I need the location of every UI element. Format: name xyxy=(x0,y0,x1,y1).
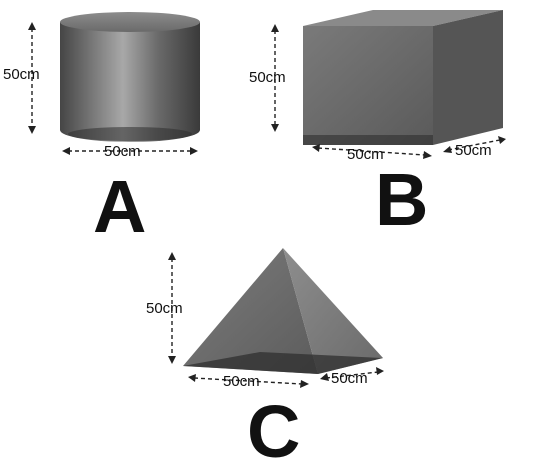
cube-height-label: 50cm xyxy=(249,69,286,86)
shape-b-cube: 50cm 50cm 50cm B xyxy=(249,10,506,243)
pyramid-depth-arrow xyxy=(320,367,384,381)
cylinder-height-arrow xyxy=(28,22,36,134)
cube-depth-arrow xyxy=(443,136,506,153)
cube-top-face xyxy=(303,10,503,26)
shape-a-cylinder: 50cm 50cm A xyxy=(3,12,200,250)
pyramid-side-face xyxy=(283,248,383,374)
cylinder-base-shadow xyxy=(68,127,192,141)
pyramid-width-label: 50cm xyxy=(223,373,260,390)
cube-side-face xyxy=(433,10,503,145)
cylinder-body xyxy=(60,22,200,142)
cylinder-top xyxy=(60,12,200,32)
cube-width-arrow xyxy=(312,144,432,159)
cube-base-shadow xyxy=(303,135,433,145)
cube-height-arrow xyxy=(271,24,279,132)
shape-b-letter: B xyxy=(375,158,428,241)
pyramid-front-face xyxy=(183,248,318,374)
pyramid-depth-label: 50cm xyxy=(331,370,368,387)
shape-a-letter: A xyxy=(93,165,146,248)
cylinder-height-label: 50cm xyxy=(3,66,40,83)
pyramid-height-arrow xyxy=(168,252,176,364)
shape-c-pyramid: 50cm 50cm 50cm C xyxy=(146,248,384,471)
pyramid-height-label: 50cm xyxy=(146,300,183,317)
cylinder-width-arrow xyxy=(62,147,198,155)
cube-depth-label: 50cm xyxy=(455,142,492,159)
cube-front-face xyxy=(303,26,433,145)
pyramid-base-shadow xyxy=(183,352,383,374)
cube-width-label: 50cm xyxy=(347,146,384,163)
cylinder-width-label: 50cm xyxy=(104,143,141,160)
shape-c-letter: C xyxy=(247,390,300,471)
pyramid-width-arrow xyxy=(188,374,309,388)
